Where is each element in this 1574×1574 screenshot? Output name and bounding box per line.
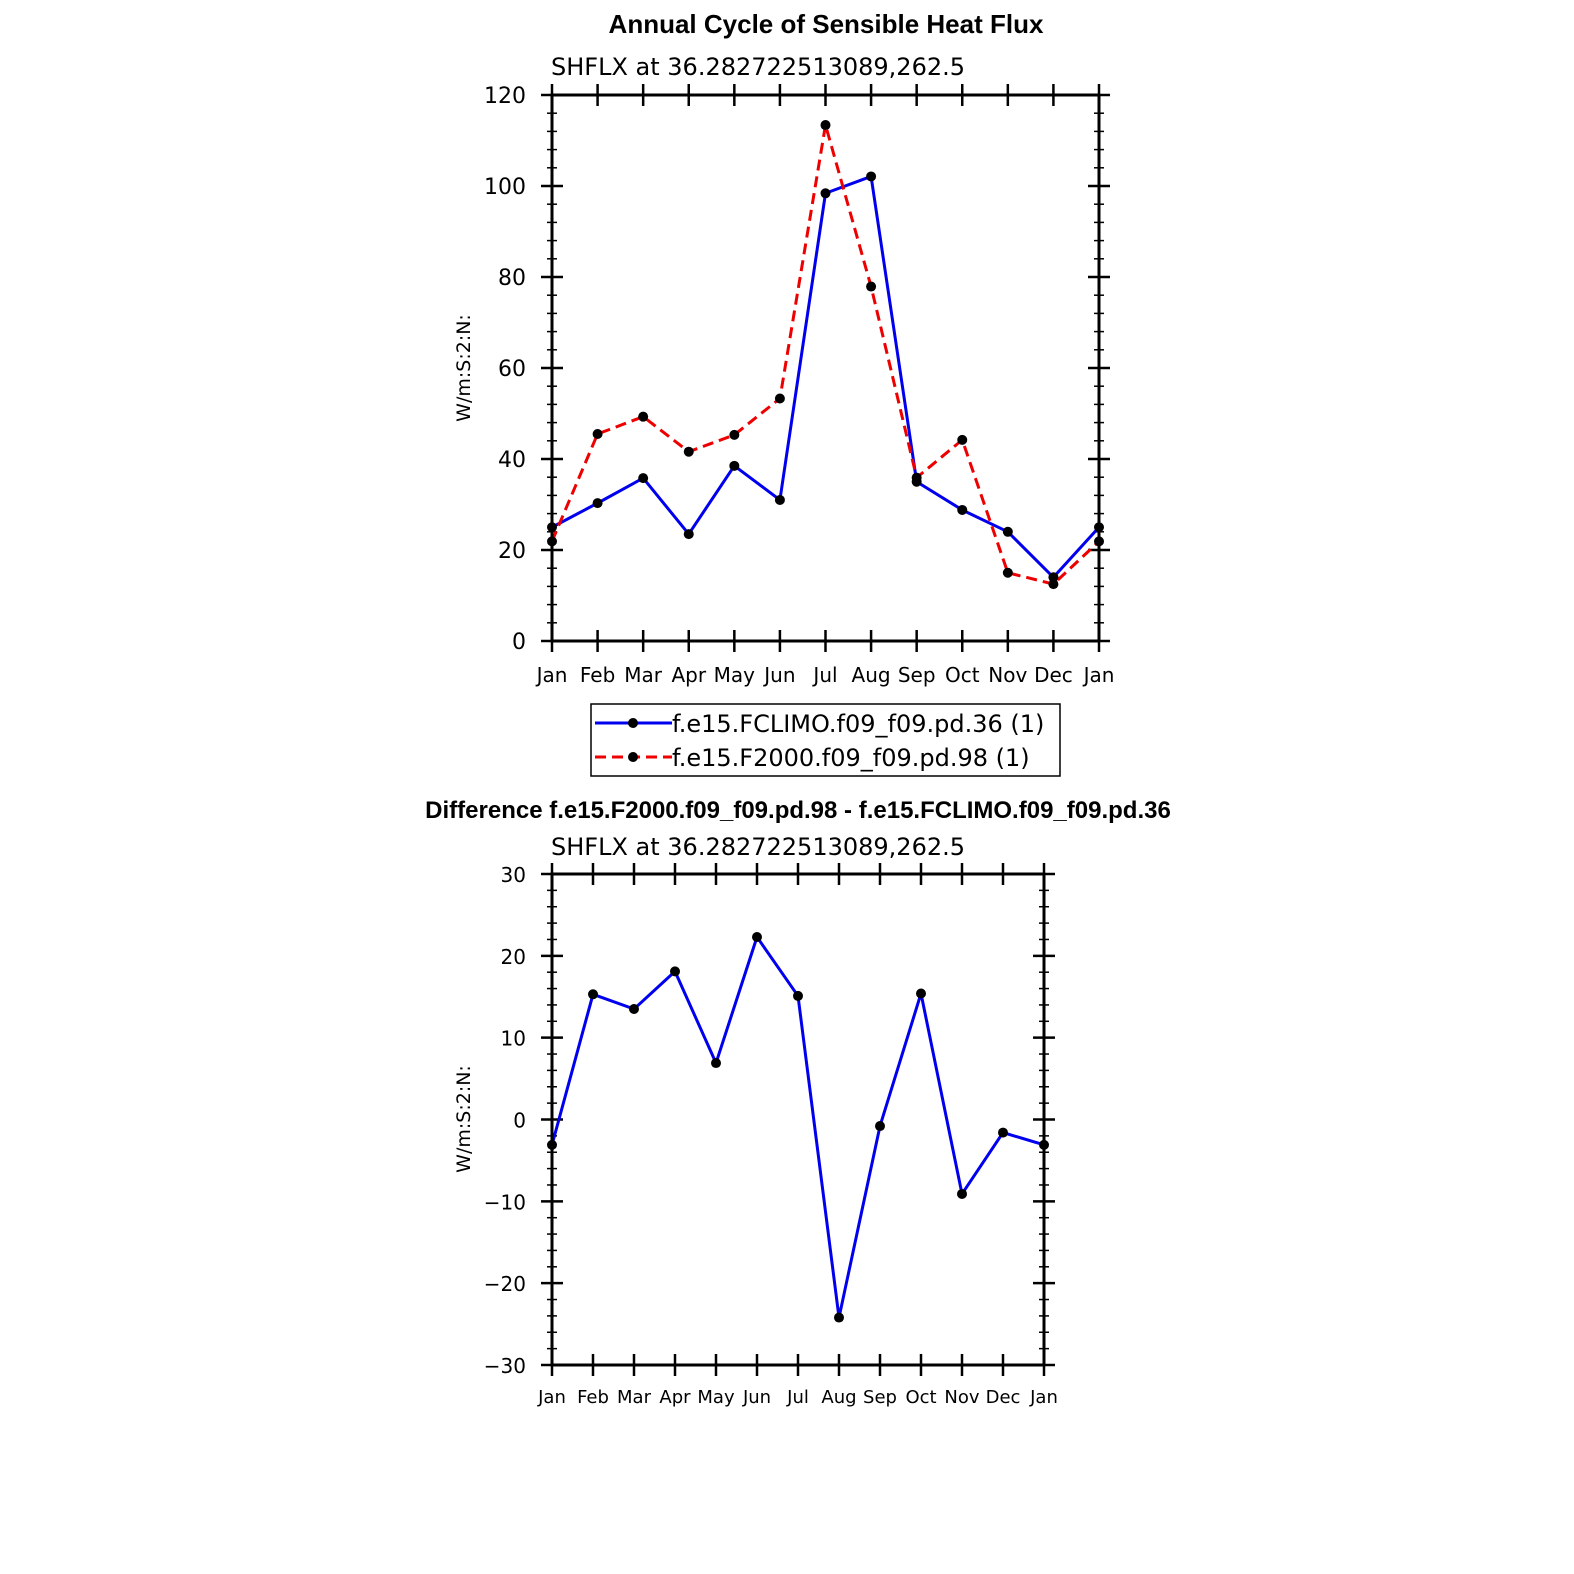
data-point — [1002, 567, 1013, 578]
x-tick-label: Mar — [624, 663, 663, 687]
y-tick-label: 80 — [498, 266, 526, 291]
x-tick-label: Mar — [617, 1387, 652, 1408]
x-tick-label: Jul — [786, 1387, 809, 1408]
x-tick-label: Sep — [863, 1387, 897, 1408]
data-point — [875, 1121, 885, 1132]
y-axis-label: W/m:S:2:N: — [453, 314, 475, 422]
data-point — [592, 498, 603, 509]
data-point — [752, 932, 762, 943]
x-tick-label: Feb — [577, 1387, 609, 1408]
data-point — [774, 393, 785, 404]
y-tick-label: −10 — [484, 1190, 526, 1214]
data-point — [916, 988, 926, 999]
data-point — [629, 1004, 639, 1015]
data-point — [957, 1188, 967, 1199]
legend: f.e15.FCLIMO.f09_f09.pd.36 (1) f.e15.F20… — [590, 703, 1061, 777]
x-tick-label: Oct — [945, 663, 980, 687]
data-point — [957, 504, 968, 515]
y-tick-label: 0 — [513, 1109, 526, 1133]
annual-cycle-chart: Annual Cycle of Sensible Heat Flux SHFLX… — [453, 9, 1114, 687]
legend-label-fclimo: f.e15.FCLIMO.f09_f09.pd.36 (1) — [672, 710, 1044, 738]
chart-title: Annual Cycle of Sensible Heat Flux — [609, 9, 1044, 39]
x-tick-label: Jun — [742, 1387, 771, 1408]
x-tick-label: Jan — [1082, 663, 1115, 687]
y-tick-label: 30 — [501, 863, 526, 887]
legend-marker-f2000 — [628, 752, 638, 762]
legend-label-f2000: f.e15.F2000.f09_f09.pd.98 (1) — [672, 744, 1030, 772]
x-tick-label: Nov — [944, 1387, 979, 1408]
x-tick-label: Sep — [898, 663, 936, 687]
data-point — [834, 1312, 844, 1323]
data-point — [638, 473, 649, 484]
data-point — [670, 966, 680, 977]
data-point — [683, 529, 694, 540]
chart-subtitle: SHFLX at 36.282722513089,262.5 — [551, 53, 965, 81]
plot-frame — [550, 93, 1101, 643]
x-tick-label: Nov — [988, 663, 1027, 687]
y-tick-label: −30 — [484, 1354, 526, 1378]
data-point — [957, 434, 968, 445]
y-tick-label: 20 — [501, 945, 526, 969]
data-point — [866, 281, 877, 292]
data-point — [729, 460, 740, 471]
x-tick-label: May — [714, 663, 756, 687]
difference-chart: Difference f.e15.F2000.f09_f09.pd.98 - f… — [425, 797, 1171, 1408]
data-point — [820, 188, 831, 199]
data-point — [683, 446, 694, 457]
data-point — [592, 428, 603, 439]
data-point — [638, 411, 649, 422]
x-tick-label: May — [697, 1387, 735, 1408]
x-tick-label: Apr — [671, 663, 706, 687]
data-point — [793, 990, 803, 1001]
data-point — [866, 171, 877, 182]
x-tick-label: Feb — [580, 663, 615, 687]
x-tick-label: Jan — [1029, 1387, 1058, 1408]
y-tick-label: 0 — [512, 630, 526, 655]
y-tick-label: 20 — [498, 539, 526, 564]
x-tick-label: Aug — [821, 1387, 856, 1408]
y-axis-label: W/m:S:2:N: — [453, 1065, 475, 1173]
x-tick-label: Apr — [659, 1387, 691, 1408]
y-tick-label: 60 — [498, 357, 526, 382]
x-tick-label: Oct — [905, 1387, 936, 1408]
legend-box — [590, 703, 1061, 777]
y-tick-label: 10 — [501, 1027, 526, 1051]
data-point — [729, 429, 740, 440]
data-point — [1048, 579, 1059, 590]
series-line-0 — [551, 174, 1101, 579]
data-point — [774, 494, 785, 505]
chart-title: Difference f.e15.F2000.f09_f09.pd.98 - f… — [425, 797, 1171, 824]
data-point — [1002, 526, 1013, 537]
data-point — [820, 120, 831, 131]
data-point — [911, 472, 922, 483]
x-tick-label: Jan — [535, 663, 568, 687]
y-tick-label: 120 — [484, 84, 526, 109]
y-tick-label: 100 — [484, 175, 526, 200]
y-tick-label: −20 — [484, 1272, 526, 1296]
data-point — [588, 989, 598, 1000]
data-point — [998, 1127, 1008, 1138]
x-tick-label: Jul — [811, 663, 837, 687]
x-tick-label: Aug — [852, 663, 891, 687]
chart-subtitle: SHFLX at 36.282722513089,262.5 — [551, 833, 965, 861]
x-tick-label: Jan — [537, 1387, 566, 1408]
x-tick-label: Jun — [762, 663, 795, 687]
data-point — [711, 1058, 721, 1069]
y-tick-label: 40 — [498, 448, 526, 473]
x-tick-label: Dec — [1034, 663, 1073, 687]
x-tick-label: Dec — [986, 1387, 1021, 1408]
plot-frame — [550, 872, 1046, 1367]
legend-marker-fclimo — [628, 718, 638, 728]
